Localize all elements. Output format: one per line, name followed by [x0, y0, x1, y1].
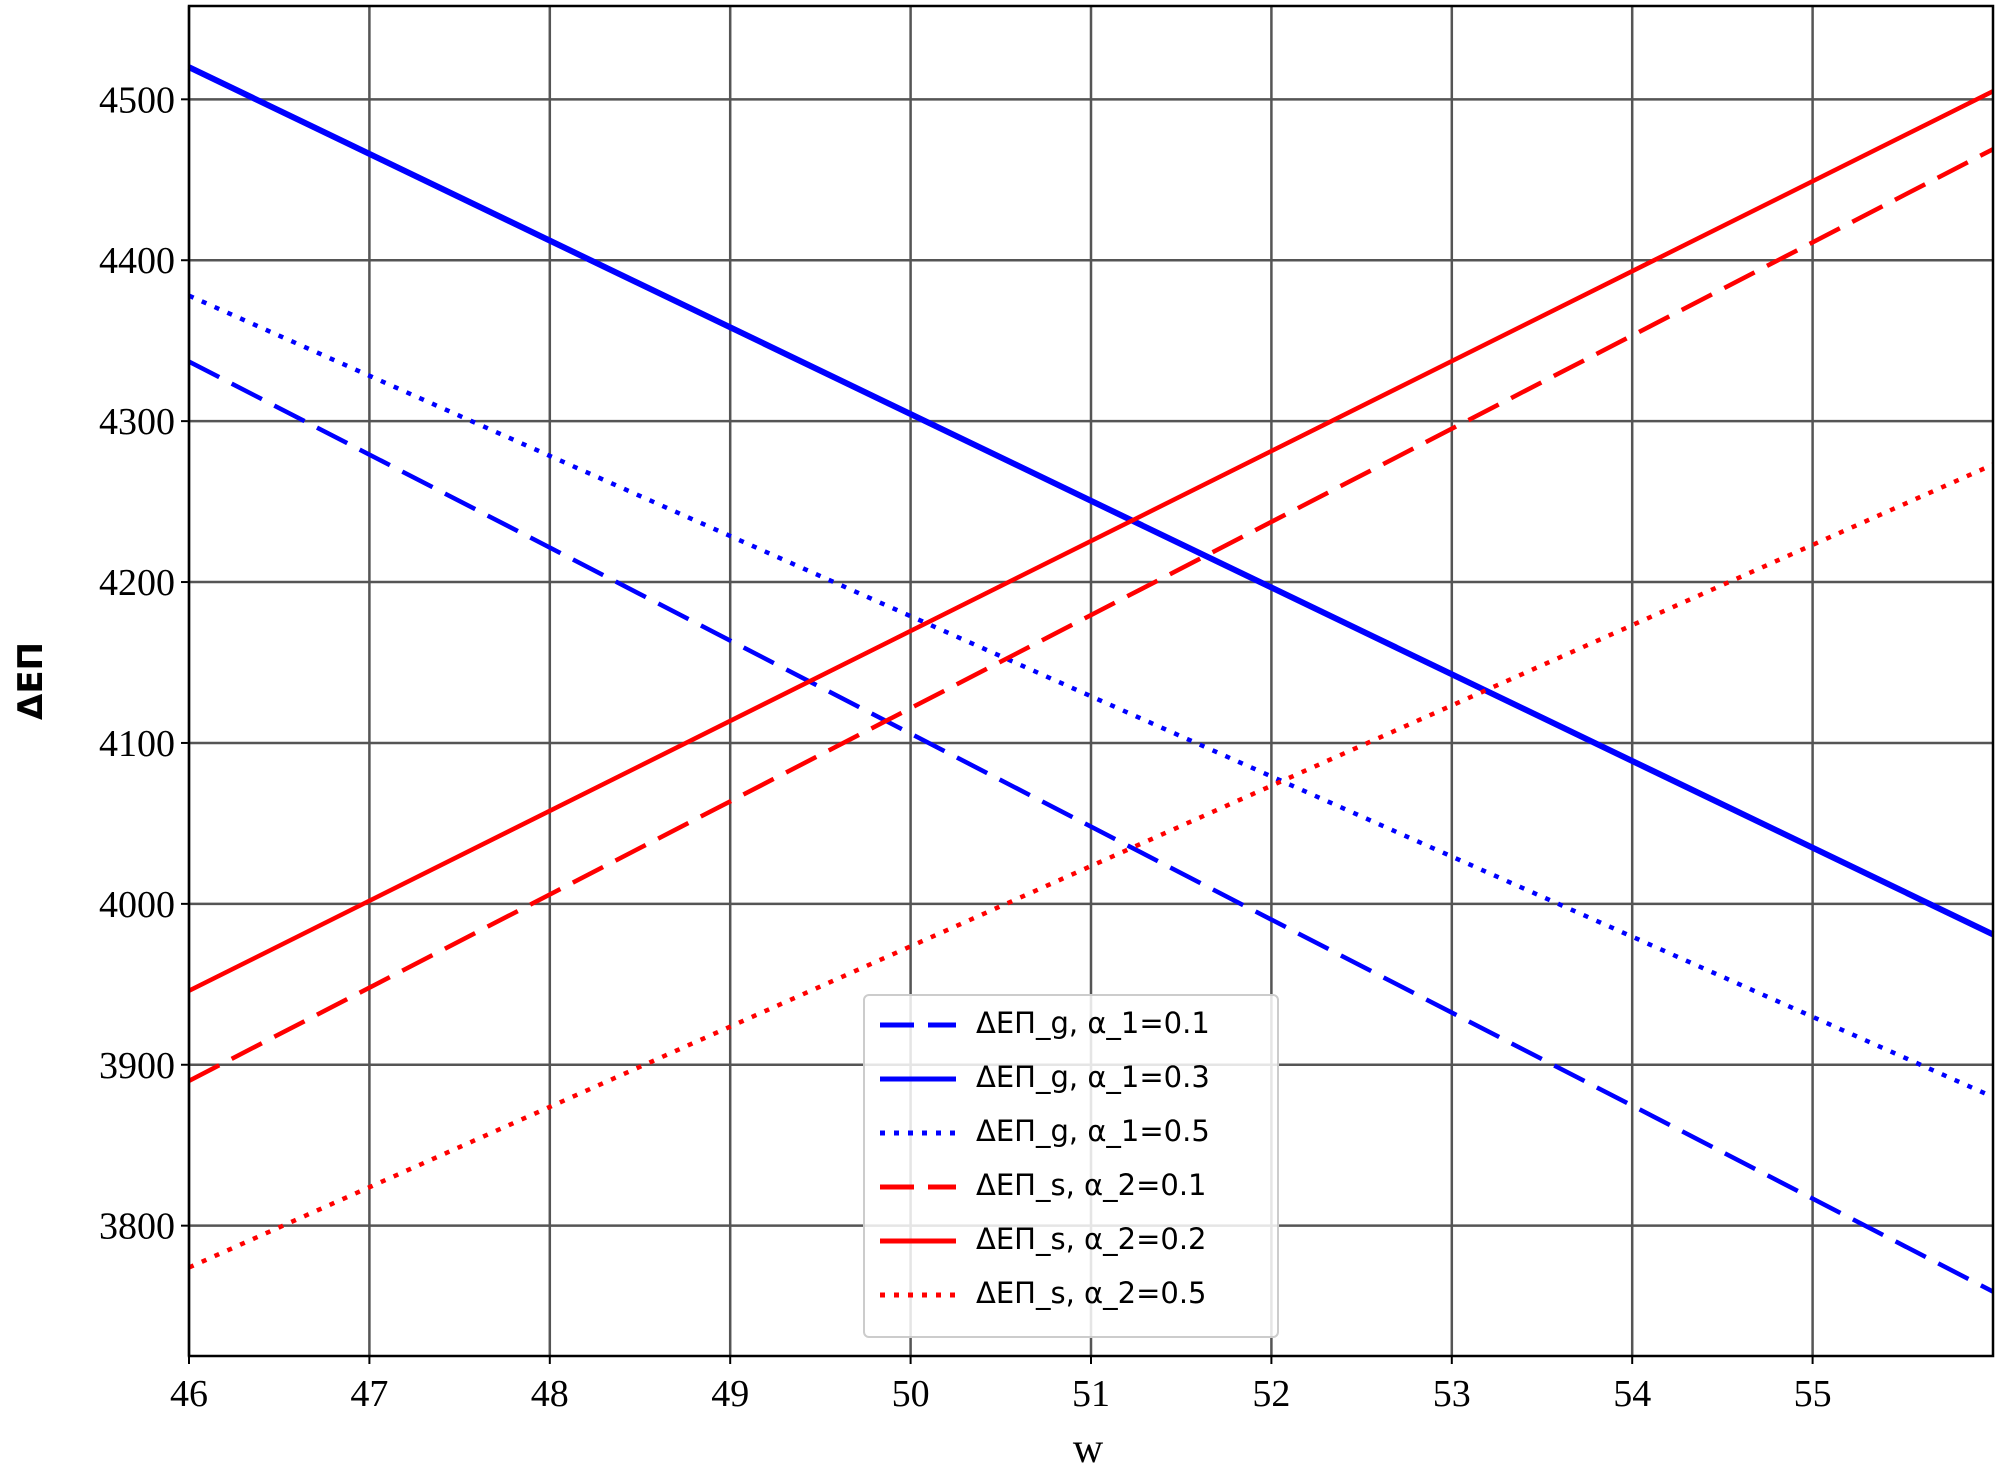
y-tick-label: 4100	[99, 723, 175, 765]
y-tick-label: 4300	[99, 401, 175, 443]
x-tick-label: 48	[531, 1373, 569, 1415]
x-axis-label: w	[1073, 1426, 1104, 1472]
legend-label: ΔEΠ_g, α_1=0.3	[976, 1060, 1210, 1094]
x-tick-label: 53	[1433, 1373, 1471, 1415]
x-tick-label: 50	[892, 1373, 930, 1415]
legend-label: ΔEΠ_g, α_1=0.5	[976, 1114, 1210, 1148]
x-tick-label: 54	[1613, 1373, 1651, 1415]
legend-label: ΔEΠ_s, α_2=0.5	[976, 1276, 1207, 1310]
x-tick-label: 49	[711, 1373, 749, 1415]
x-tick-label: 47	[350, 1373, 388, 1415]
x-tick-label: 52	[1252, 1373, 1290, 1415]
y-tick-label: 4500	[99, 79, 175, 121]
y-tick-label: 4000	[99, 884, 175, 926]
y-tick-label: 3900	[99, 1045, 175, 1087]
legend-box	[863, 994, 1279, 1338]
y-tick-label: 3800	[99, 1206, 175, 1248]
series-line	[187, 147, 1995, 1083]
series-line	[187, 359, 1995, 1294]
x-tick-label: 51	[1072, 1373, 1110, 1415]
y-axis-label: ΔEΠ	[11, 642, 51, 720]
series-line	[187, 89, 1995, 993]
legend-label: ΔEΠ_g, α_1=0.1	[976, 1006, 1210, 1040]
legend-label: ΔEΠ_s, α_2=0.2	[976, 1222, 1207, 1256]
plot-frame	[187, 4, 1995, 1358]
x-tick-label: 46	[170, 1373, 208, 1415]
y-tick-label: 4200	[99, 562, 175, 604]
series-line	[187, 64, 1995, 938]
y-tick-label: 4400	[99, 240, 175, 282]
x-tick-label: 55	[1794, 1373, 1832, 1415]
legend-label: ΔEΠ_s, α_2=0.1	[976, 1168, 1207, 1202]
